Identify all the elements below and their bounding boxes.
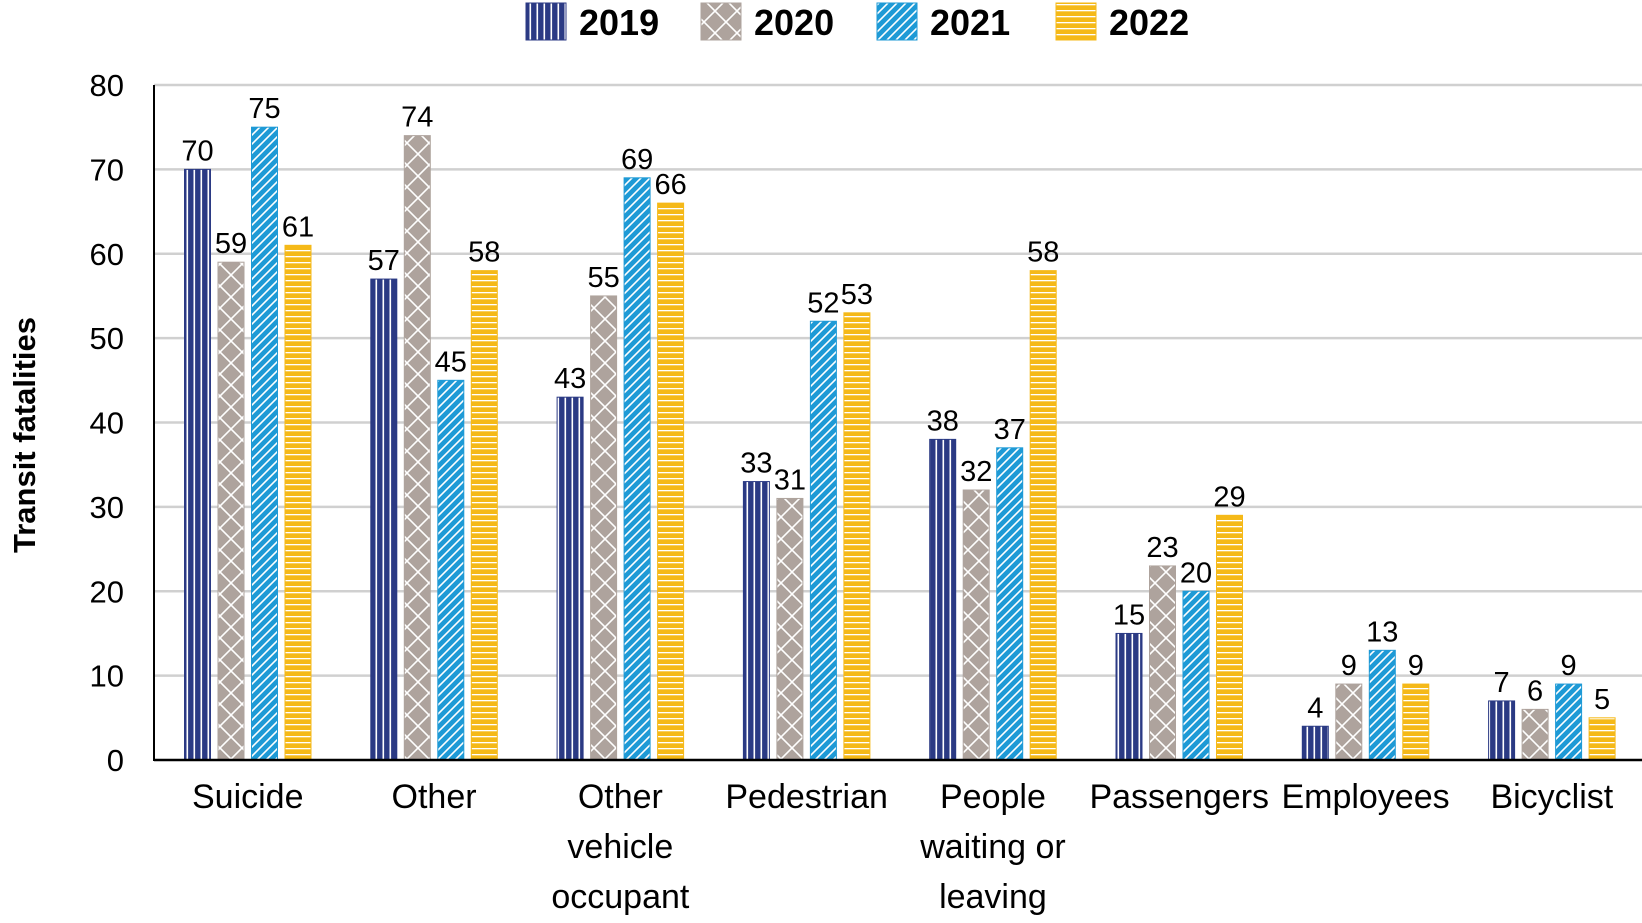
x-tick-label: Passengers	[1089, 778, 1269, 816]
x-tick-label: Other	[392, 778, 477, 816]
bar-2020-7	[1521, 708, 1549, 761]
bar-2021-3	[809, 320, 837, 761]
data-label: 69	[621, 144, 653, 176]
axes	[153, 85, 1642, 762]
bar-2021-5	[1182, 590, 1210, 761]
y-tick-label: 40	[90, 406, 124, 441]
bar-2020-1	[403, 135, 431, 761]
bar-2020-3	[776, 497, 804, 761]
bar-2022-5	[1216, 514, 1243, 761]
y-tick-label: 20	[90, 574, 124, 609]
x-axis-ticks: Suicide Other Other vehicle occupant Pedestri…	[192, 778, 1614, 916]
y-tick-label: 30	[90, 490, 124, 525]
data-label: 75	[248, 93, 280, 125]
bar-2019-4	[929, 438, 957, 761]
bar-2021-0	[251, 126, 278, 761]
data-label: 38	[927, 405, 959, 437]
data-label: 9	[1408, 650, 1424, 682]
bar-2022-7	[1588, 717, 1616, 761]
bar-2022-1	[470, 270, 498, 761]
data-label: 57	[368, 245, 400, 277]
bar-2020-5	[1149, 565, 1176, 761]
data-label: 53	[841, 279, 873, 311]
data-label: 13	[1366, 616, 1398, 648]
x-tick-label: Pedestrian	[725, 778, 888, 816]
data-label: 52	[807, 287, 839, 319]
data-label: 9	[1561, 650, 1577, 682]
data-label: 58	[468, 237, 500, 269]
bar-2019-5	[1115, 632, 1143, 761]
bar-2019-6	[1301, 725, 1329, 761]
bar-2022-0	[284, 244, 312, 761]
bar-2021-2	[623, 177, 651, 761]
bar-2022-6	[1402, 683, 1430, 761]
data-label: 74	[401, 102, 433, 134]
bar-2019-2	[556, 396, 584, 761]
y-tick-label: 70	[90, 152, 124, 187]
bar-2020-4	[962, 489, 990, 761]
legend-label: 2019	[579, 2, 659, 43]
data-label: 32	[960, 456, 992, 488]
data-label: 45	[435, 346, 467, 378]
bar-2021-1	[437, 379, 465, 761]
y-tick-label: 50	[90, 321, 124, 356]
y-tick-label: 60	[90, 237, 124, 272]
data-label: 9	[1341, 650, 1357, 682]
data-label: 4	[1307, 692, 1323, 724]
y-tick-label: 0	[107, 743, 124, 778]
gridlines	[154, 83, 1642, 677]
legend-swatch	[1055, 2, 1097, 41]
data-label: 66	[654, 169, 686, 201]
bar-2021-7	[1555, 683, 1583, 761]
data-label: 6	[1527, 675, 1543, 707]
bar-2019-0	[184, 168, 211, 761]
data-label: 20	[1180, 557, 1212, 589]
bar-2021-6	[1368, 649, 1396, 761]
bar-2022-3	[843, 312, 871, 761]
data-label: 37	[994, 414, 1026, 446]
x-tick-label: People waiting or leaving	[919, 778, 1066, 916]
bar-2022-4	[1029, 270, 1057, 761]
data-label: 59	[215, 228, 247, 260]
bar-2020-0	[217, 261, 245, 761]
data-label: 31	[774, 464, 806, 496]
legend-swatch	[525, 2, 567, 41]
x-tick-label: Employees	[1281, 778, 1449, 816]
bar-2019-1	[370, 278, 398, 761]
legend-label: 2020	[754, 2, 834, 43]
bar-2021-4	[996, 447, 1024, 761]
data-label: 7	[1494, 667, 1510, 699]
legend-label: 2022	[1109, 2, 1189, 43]
data-label: 55	[587, 262, 619, 294]
bar-2019-7	[1488, 700, 1516, 761]
bars	[184, 126, 1616, 761]
x-tick-label: Suicide	[192, 778, 304, 816]
y-tick-label: 80	[90, 68, 124, 103]
data-label: 29	[1213, 481, 1245, 513]
legend-swatch	[700, 2, 742, 41]
legend-label: 2021	[930, 2, 1010, 43]
data-label: 33	[740, 448, 772, 480]
data-label: 70	[181, 135, 213, 167]
legend: 2019 2020 2021 2022	[525, 2, 1189, 43]
x-tick-label: Other vehicle occupant	[551, 778, 690, 916]
data-label: 23	[1146, 532, 1178, 564]
bar-2022-2	[657, 202, 685, 761]
y-axis-title: Transit fatalities	[7, 317, 42, 553]
bar-2019-3	[742, 481, 770, 761]
data-label: 61	[282, 211, 314, 243]
y-tick-label: 10	[90, 659, 124, 694]
data-label: 43	[554, 363, 586, 395]
data-label: 15	[1113, 599, 1145, 631]
bar-2020-2	[590, 295, 618, 761]
y-axis-ticks: 0 10 20 30 40 50 60 70 80	[90, 68, 124, 778]
x-tick-label: Bicyclist	[1490, 778, 1613, 816]
bar-2020-6	[1335, 683, 1363, 761]
legend-swatch	[876, 2, 918, 41]
data-label: 58	[1027, 237, 1059, 269]
data-label: 5	[1594, 684, 1610, 716]
